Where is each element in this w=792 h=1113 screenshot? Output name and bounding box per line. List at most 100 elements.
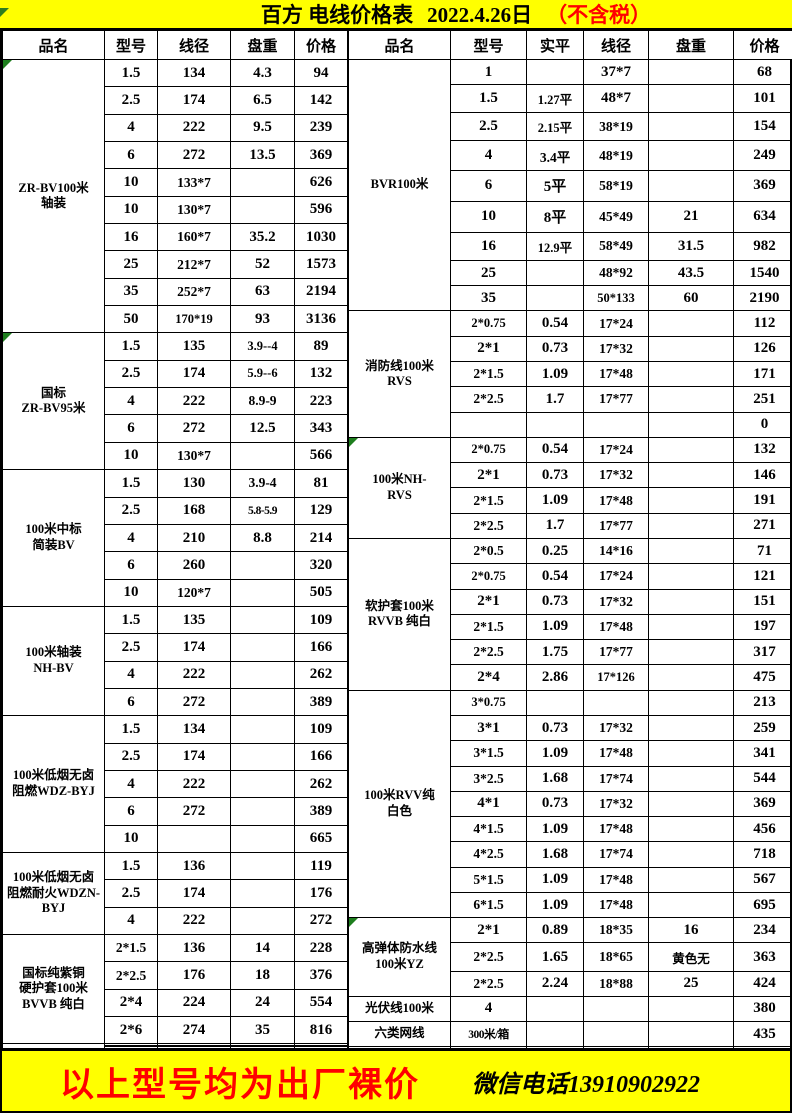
- diameter-cell: 224: [157, 988, 231, 1018]
- price-cell: 126: [733, 335, 792, 363]
- table-row: 3*1 0.73 17*32 259: [349, 714, 792, 742]
- price-cell: 343: [294, 414, 348, 443]
- col-header: 盘重: [230, 30, 295, 60]
- weight-cell: 21: [648, 200, 734, 233]
- diameter-cell: 130: [157, 469, 231, 498]
- price-cell: 191: [733, 487, 792, 514]
- diameter-cell: [583, 1046, 649, 1049]
- diameter-cell: 17*77: [583, 386, 649, 413]
- weight-cell: [230, 660, 295, 689]
- table-row: 35 252*7 63 2194: [3, 277, 348, 307]
- price-cell: 213: [733, 689, 792, 716]
- table-row: 100米RVV纯 白色 3*0.75 213: [348, 689, 792, 919]
- price-cell: 132: [294, 359, 348, 389]
- weight-cell: [648, 537, 734, 565]
- model-cell: 6: [104, 551, 158, 580]
- diameter-cell: 18*88: [583, 970, 649, 997]
- model-cell: 35: [104, 277, 158, 307]
- product-name-cell: 软护套100米 RVVB 纯白: [348, 537, 451, 691]
- table-row: 2*1 0.73 17*32 146: [349, 462, 792, 489]
- price-cell: 369: [733, 790, 792, 818]
- product-name-cell: 100米中标 简装BV: [2, 469, 105, 607]
- table-row: 2*1 0.73 17*32 126: [349, 335, 792, 363]
- table-row: 2.5 2.15平 38*19 154: [349, 112, 792, 142]
- weight-cell: [230, 906, 295, 936]
- price-cell: 271: [733, 512, 792, 539]
- sqm-cell: 0.54: [526, 563, 584, 590]
- model-cell: 2*1.5: [104, 933, 158, 963]
- diameter-cell: 17*48: [583, 866, 649, 893]
- model-cell: 300米/箱: [450, 1021, 527, 1048]
- price-cell: 1030: [294, 223, 348, 252]
- price-cell: 112: [733, 310, 792, 337]
- sqm-cell: 1.09: [526, 487, 584, 514]
- weight-cell: [230, 769, 295, 799]
- model-cell: 2*4: [450, 664, 527, 691]
- sheet-date: 2022.4.26日: [427, 3, 533, 27]
- table-row: 100米中标 简装BV 1.5 130 3.9-4 81: [2, 469, 348, 607]
- price-cell: [294, 1046, 348, 1049]
- col-header: 盘重: [648, 30, 734, 60]
- table-row: 2*2.5 2.24 18*88 25 424: [349, 970, 792, 997]
- diameter-cell: 160*7: [157, 223, 231, 252]
- weight-cell: [230, 195, 295, 225]
- table-row: 16 12.9平 58*49 31.5 982: [349, 231, 792, 261]
- model-cell: 2*1: [450, 917, 527, 944]
- sqm-cell: [526, 1021, 584, 1048]
- diameter-cell: 134: [157, 58, 231, 88]
- footer-notice: 以上型号均为出厂裸价: [60, 1066, 420, 1104]
- weight-cell: 43.5: [648, 259, 734, 287]
- price-cell: 262: [294, 660, 348, 689]
- price-cell: 228: [294, 933, 348, 963]
- table-row: 2.5 174 6.5 142: [3, 86, 348, 115]
- sqm-cell: 2.86: [526, 664, 584, 691]
- table-row: 4 210 8.8 214: [3, 523, 348, 553]
- weight-cell: [648, 588, 734, 615]
- model-cell: 25: [104, 250, 158, 279]
- table-row: 2.5 168 5.8-5.9 129: [3, 496, 348, 525]
- diameter-cell: 48*19: [583, 140, 649, 171]
- weight-cell: [648, 112, 734, 142]
- product-name-cell: ZR-BV100米 轴装: [2, 58, 105, 334]
- sqm-cell: 1.68: [526, 765, 584, 792]
- model-cell: 2*2.5: [450, 639, 527, 666]
- price-cell: 81: [294, 469, 348, 498]
- product-name-cell: 国标 ZR-BV95米: [2, 332, 105, 471]
- model-cell: 2.5: [104, 496, 158, 525]
- table-row: 10 130*7 566: [3, 441, 348, 471]
- model-cell: 16: [450, 231, 527, 261]
- table-row: [3, 1046, 348, 1049]
- model-cell: 10: [104, 578, 158, 607]
- price-cell: 166: [294, 742, 348, 771]
- diameter-cell: 222: [157, 769, 231, 799]
- weight-cell: [648, 1046, 734, 1049]
- product-name-cell: 100米RVV纯 白色: [348, 689, 451, 919]
- weight-cell: 16: [648, 917, 734, 944]
- model-cell: 2*0.5: [450, 537, 527, 565]
- price-cell: 262: [294, 769, 348, 799]
- model-cell: 10: [104, 168, 158, 197]
- model-cell: 2.5: [104, 86, 158, 115]
- model-cell: 2*2.5: [450, 512, 527, 539]
- diameter-cell: 17*74: [583, 841, 649, 868]
- sqm-cell: [526, 1046, 584, 1049]
- table-row: 2*4 224 24 554: [3, 988, 348, 1018]
- product-name-cell: 高弹体防水线 100米YZ: [348, 917, 451, 997]
- diameter-cell: [583, 1021, 649, 1048]
- diameter-cell: 260: [157, 551, 231, 580]
- price-cell: 596: [294, 195, 348, 225]
- model-cell: 6: [104, 687, 158, 717]
- weight-cell: 5.9--6: [230, 359, 295, 389]
- diameter-cell: 130*7: [157, 195, 231, 225]
- weight-cell: 8.9-9: [230, 387, 295, 416]
- diameter-cell: 174: [157, 359, 231, 389]
- weight-cell: [230, 824, 295, 853]
- sqm-cell: 0.73: [526, 790, 584, 818]
- price-cell: 89: [294, 332, 348, 361]
- diameter-cell: 58*49: [583, 231, 649, 261]
- price-cell: 119: [294, 851, 348, 881]
- sqm-cell: 1.7: [526, 386, 584, 413]
- model-cell: 2*1.5: [450, 613, 527, 641]
- diameter-cell: 136: [157, 933, 231, 963]
- sqm-cell: [526, 58, 584, 86]
